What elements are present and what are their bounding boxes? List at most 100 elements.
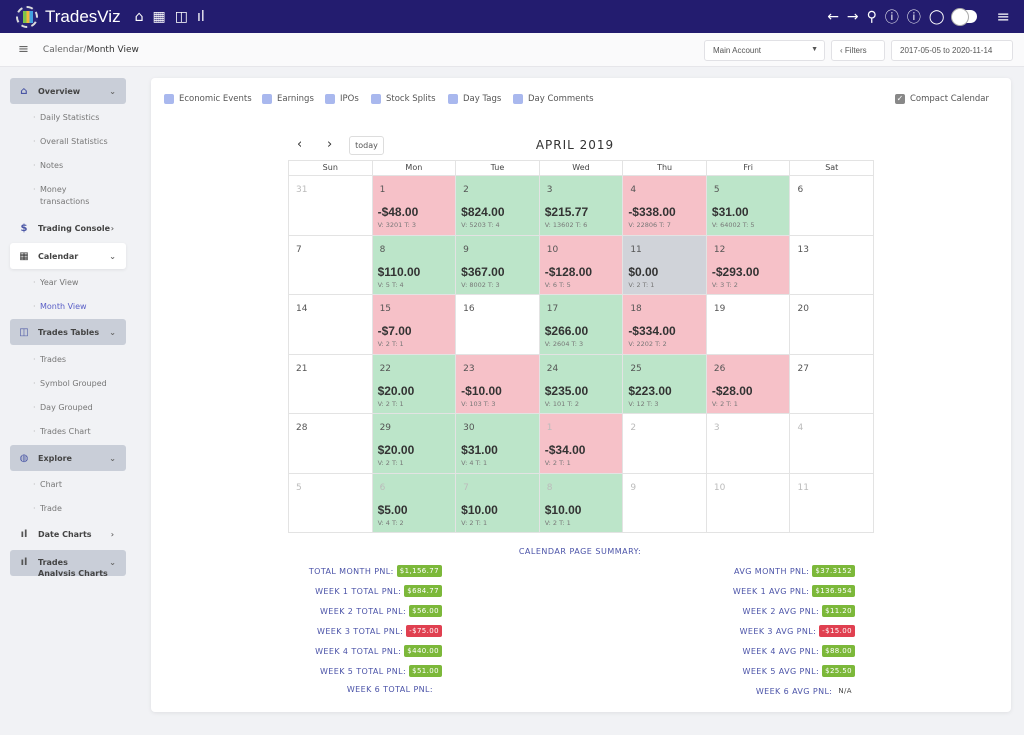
day-cell[interactable]: 17 $266.00 V: 2604 T: 3 bbox=[539, 295, 624, 355]
theme-toggle[interactable] bbox=[950, 8, 977, 26]
sidebar-toggle-icon[interactable]: ≡ bbox=[18, 42, 29, 57]
stock-splits-checkbox[interactable]: Stock Splits bbox=[371, 94, 436, 104]
day-cell[interactable]: 16 bbox=[456, 295, 540, 355]
search-icon[interactable]: ⚲ bbox=[866, 8, 877, 25]
day-cell[interactable]: 20 bbox=[790, 295, 875, 355]
sidebar-group-trades-tables[interactable]: ◫ Trades Tables ⌄ bbox=[10, 319, 126, 345]
sidebar-item-overall-statistics[interactable]: Overall Statistics bbox=[33, 136, 130, 148]
compact-calendar-checkbox[interactable]: ✓ Compact Calendar bbox=[895, 94, 989, 104]
day-comments-checkbox[interactable]: Day Comments bbox=[513, 94, 594, 104]
day-cell[interactable]: 11 $0.00 V: 2 T: 1 bbox=[623, 235, 707, 295]
sidebar-item-trades-chart[interactable]: Trades Chart bbox=[33, 426, 130, 438]
day-number: 15 bbox=[379, 304, 392, 314]
day-cell[interactable]: 31 bbox=[289, 176, 373, 236]
day-cell[interactable]: 14 bbox=[289, 295, 373, 355]
arrow-right-icon[interactable]: → bbox=[846, 8, 859, 25]
chat-icon[interactable]: ◯ bbox=[928, 8, 945, 25]
breadcrumb-parent[interactable]: Calendar bbox=[42, 44, 84, 55]
arrow-left-icon[interactable]: ← bbox=[827, 8, 839, 25]
filters-button[interactable]: ‹ Filters bbox=[831, 40, 885, 61]
day-cell[interactable]: 13 bbox=[790, 235, 875, 295]
day-cell[interactable]: 9 bbox=[623, 473, 707, 533]
sidebar-label: Trades Tables bbox=[38, 327, 100, 337]
logo[interactable]: TradesViz bbox=[16, 5, 121, 28]
breadcrumb-current: Month View bbox=[86, 44, 139, 55]
sidebar-group-trades-analysis-charts[interactable]: ıl Trades Analysis Charts ⌄ bbox=[10, 550, 126, 576]
day-cell[interactable]: 9 $367.00 V: 8002 T: 3 bbox=[456, 235, 540, 295]
account-select[interactable]: Main Account ▼ bbox=[704, 40, 825, 61]
day-cell[interactable]: 10 bbox=[706, 473, 791, 533]
summary-row: WEEK 3 TOTAL PNL: -$75.00 bbox=[317, 625, 442, 637]
day-cell[interactable]: 26 -$28.00 V: 2 T: 1 bbox=[706, 354, 791, 414]
day-cell[interactable]: 28 bbox=[289, 414, 373, 474]
date-range-picker[interactable]: 2017-05-05 to 2020-11-14 bbox=[891, 40, 1013, 61]
day-cell[interactable]: 10 -$128.00 V: 6 T: 5 bbox=[539, 235, 624, 295]
sidebar-item-notes[interactable]: Notes bbox=[33, 160, 130, 172]
sidebar-item-trade[interactable]: Trade bbox=[33, 503, 130, 515]
day-cell[interactable]: 19 bbox=[706, 295, 791, 355]
day-cell[interactable]: 6 $5.00 V: 4 T: 2 bbox=[372, 473, 457, 533]
day-cell[interactable]: 18 -$334.00 V: 2202 T: 2 bbox=[623, 295, 707, 355]
day-cell[interactable]: 7 $10.00 V: 2 T: 1 bbox=[456, 473, 540, 533]
sidebar-group-date-charts[interactable]: ıl Date Charts › bbox=[10, 521, 126, 547]
day-cell[interactable]: 8 $110.00 V: 5 T: 4 bbox=[372, 235, 457, 295]
bar-chart-icon[interactable]: ıl bbox=[196, 8, 205, 25]
sidebar-item-trades[interactable]: Trades bbox=[33, 354, 130, 366]
day-cell[interactable]: 6 bbox=[790, 176, 875, 236]
sidebar-item-money-transactions[interactable]: Money transactions bbox=[33, 184, 100, 208]
day-cell[interactable]: 30 $31.00 V: 4 T: 1 bbox=[456, 414, 540, 474]
day-cell[interactable]: 1 -$34.00 V: 2 T: 1 bbox=[539, 414, 624, 474]
columns-icon[interactable]: ◫ bbox=[174, 8, 188, 25]
home-icon[interactable]: ⌂ bbox=[134, 8, 144, 25]
day-cell[interactable]: 12 -$293.00 V: 3 T: 2 bbox=[706, 235, 791, 295]
sidebar-item-symbol-grouped[interactable]: Symbol Grouped bbox=[33, 378, 130, 390]
info-icon[interactable]: ⓘ bbox=[906, 9, 921, 26]
day-number: 19 bbox=[713, 304, 726, 314]
sidebar-item-daily-statistics[interactable]: Daily Statistics bbox=[33, 112, 130, 124]
day-cell[interactable]: 27 bbox=[790, 354, 875, 414]
sidebar-item-year-view[interactable]: Year View bbox=[33, 277, 130, 289]
sidebar-group-calendar[interactable]: ▦ Calendar ⌄ bbox=[10, 243, 126, 269]
ipos-checkbox[interactable]: IPOs bbox=[325, 94, 359, 104]
day-cell[interactable]: 4 -$338.00 V: 22806 T: 7 bbox=[623, 176, 707, 236]
day-cell[interactable]: 1 -$48.00 V: 3201 T: 3 bbox=[372, 176, 457, 236]
day-cell[interactable]: 8 $10.00 V: 2 T: 1 bbox=[539, 473, 624, 533]
help-icon[interactable]: ⓘ bbox=[884, 9, 899, 26]
day-cell[interactable]: 3 $215.77 V: 13602 T: 6 bbox=[539, 176, 624, 236]
day-cell[interactable]: 23 -$10.00 V: 103 T: 3 bbox=[456, 354, 540, 414]
earnings-checkbox[interactable]: Earnings bbox=[262, 94, 314, 104]
month-title: APRIL 2019 bbox=[535, 138, 615, 152]
day-cell[interactable]: 7 bbox=[289, 235, 373, 295]
menu-icon[interactable]: ≡ bbox=[996, 7, 1010, 26]
prev-month-button[interactable]: ‹ bbox=[297, 137, 303, 152]
summary-label: AVG MONTH PNL: bbox=[734, 566, 810, 576]
sidebar-group-overview[interactable]: ⌂ Overview ⌄ bbox=[10, 78, 126, 104]
day-cell[interactable]: 5 bbox=[289, 473, 373, 533]
sidebar-item-chart[interactable]: Chart bbox=[33, 479, 130, 491]
next-month-button[interactable]: › bbox=[327, 137, 333, 152]
day-cell[interactable]: 4 bbox=[790, 414, 875, 474]
sidebar-item-day-grouped[interactable]: Day Grouped bbox=[33, 402, 130, 414]
checkbox-icon bbox=[448, 94, 458, 104]
today-button[interactable]: today bbox=[349, 136, 384, 155]
day-cell[interactable]: 21 bbox=[289, 354, 373, 414]
day-cell[interactable]: 29 $20.00 V: 2 T: 1 bbox=[372, 414, 457, 474]
day-cell[interactable]: 3 bbox=[706, 414, 791, 474]
bar-chart-icon: ıl bbox=[20, 557, 28, 568]
day-cell[interactable]: 11 bbox=[790, 473, 875, 533]
day-cell[interactable]: 2 bbox=[623, 414, 707, 474]
day-cell[interactable]: 22 $20.00 V: 2 T: 1 bbox=[372, 354, 457, 414]
day-cell[interactable]: 24 $235.00 V: 101 T: 2 bbox=[539, 354, 624, 414]
day-volume-trades: V: 103 T: 3 bbox=[461, 399, 496, 408]
sidebar-group-trading-console[interactable]: $ Trading Console › bbox=[10, 215, 126, 241]
day-tags-checkbox[interactable]: Day Tags bbox=[448, 94, 501, 104]
calendar-icon[interactable]: ▦ bbox=[152, 8, 166, 25]
economic-events-checkbox[interactable]: Economic Events bbox=[164, 94, 252, 104]
day-cell[interactable]: 2 $824.00 V: 5203 T: 4 bbox=[456, 176, 540, 236]
checkbox-label: Stock Splits bbox=[386, 94, 436, 104]
sidebar-item-month-view[interactable]: Month View bbox=[33, 301, 130, 313]
day-cell[interactable]: 25 $223.00 V: 12 T: 3 bbox=[623, 354, 707, 414]
day-cell[interactable]: 15 -$7.00 V: 2 T: 1 bbox=[372, 295, 457, 355]
sidebar-group-explore[interactable]: ◍ Explore ⌄ bbox=[10, 445, 126, 471]
day-cell[interactable]: 5 $31.00 V: 64002 T: 5 bbox=[706, 176, 791, 236]
